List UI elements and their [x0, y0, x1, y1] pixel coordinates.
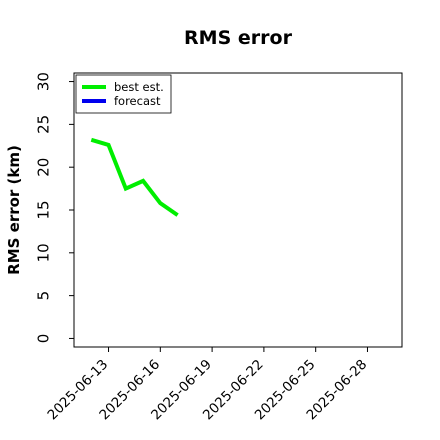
y-tick-label: 5 [35, 291, 53, 301]
y-axis-ticks: 0 5 10 15 20 25 30 [35, 72, 74, 344]
plot-frame [73, 72, 403, 348]
legend-box [75, 74, 172, 114]
legend: best est. forecast [75, 74, 172, 114]
legend-label-forecast: forecast [114, 94, 161, 108]
y-tick-label: 10 [35, 243, 53, 262]
x-axis-ticks: 2025-06-132025-06-162025-06-192025-06-22… [45, 347, 370, 423]
y-tick-label: 25 [35, 115, 53, 134]
y-tick-label: 0 [35, 334, 53, 344]
chart-title: RMS error [184, 27, 293, 49]
y-tick-label: 30 [35, 72, 53, 91]
series-line-0 [90, 137, 179, 217]
series-lines [90, 137, 179, 217]
y-axis-label: RMS error (km) [5, 145, 23, 275]
y-tick-label: 15 [35, 200, 53, 219]
y-tick-label: 20 [35, 158, 53, 177]
legend-label-best-est: best est. [114, 80, 164, 94]
